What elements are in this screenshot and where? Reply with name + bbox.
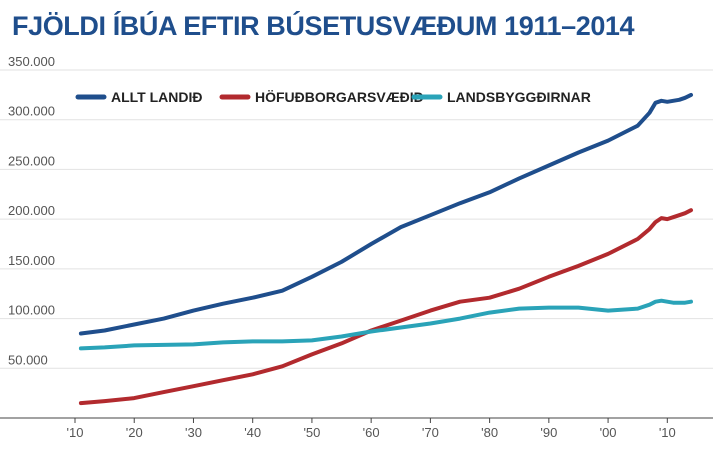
y-tick-label: 350.000: [8, 54, 55, 69]
series-line-2: [78, 208, 693, 406]
x-axis-ticks: [74, 418, 668, 423]
series-lines: [78, 92, 693, 406]
y-axis-labels: 50.000 100.000 150.000 200.000 250.000 300.00…: [8, 54, 55, 367]
y-tick-label: 200.000: [8, 203, 55, 218]
chart-title: FJÖLDI ÍBÚA EFTIR BÚSETUSVÆÐUM 1911–2014: [12, 11, 635, 41]
x-tick-label: '50: [303, 425, 320, 440]
y-tick-label: 150.000: [8, 253, 55, 268]
y-tick-label: 100.000: [8, 303, 55, 318]
series-line-1: [78, 92, 693, 336]
legend: ALLT LANDIÐ HÖFUÐBORGARSVÆÐIÐ LANDSBYGGÐIR…: [75, 89, 591, 105]
grid-lines: [0, 69, 713, 369]
x-tick-label: '20: [126, 425, 143, 440]
x-tick-label: '00: [600, 425, 617, 440]
y-tick-label: 250.000: [8, 153, 55, 168]
legend-label: LANDSBYGGÐIRNAR: [447, 89, 591, 105]
x-tick-label: '70: [422, 425, 439, 440]
y-tick-label: 50.000: [8, 352, 48, 367]
x-tick-label: '40: [244, 425, 261, 440]
x-tick-label: '60: [363, 425, 380, 440]
x-tick-label: '90: [540, 425, 557, 440]
x-tick-label: '10: [67, 425, 84, 440]
x-tick-label: '10: [659, 425, 676, 440]
legend-label: HÖFUÐBORGARSVÆÐIÐ: [255, 89, 424, 105]
legend-label: ALLT LANDIÐ: [111, 89, 203, 105]
x-tick-label: '80: [481, 425, 498, 440]
series-line-3: [78, 298, 693, 351]
y-tick-label: 300.000: [8, 104, 55, 119]
x-tick-label: '30: [185, 425, 202, 440]
x-axis-labels: '10 '20 '30 '40 '50 '60 '70 '80 '90 '00 '10: [67, 425, 676, 440]
